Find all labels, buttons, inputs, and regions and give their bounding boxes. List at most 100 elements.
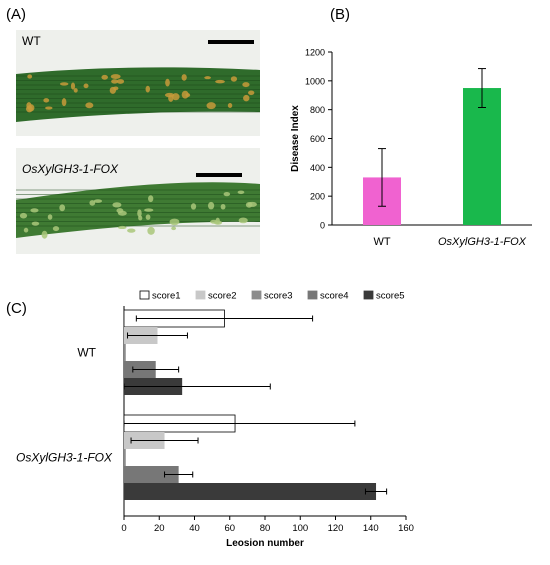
- lesion-spot: [220, 203, 226, 210]
- x-tick-label: 140: [363, 523, 379, 534]
- category-label: OsXylGH3-1-FOX: [16, 451, 113, 465]
- x-tick-label: 60: [224, 523, 235, 534]
- x-tick-label: OsXylGH3-1-FOX: [438, 236, 527, 248]
- x-tick-label: 100: [292, 523, 308, 534]
- bar: [463, 88, 501, 225]
- lesion-spot: [43, 98, 50, 103]
- panel-b-label: (B): [330, 6, 350, 23]
- y-tick-label: 200: [310, 192, 325, 202]
- lesion-spot: [238, 217, 248, 224]
- lesion-spot: [190, 203, 197, 210]
- y-axis-label: Disease Index: [290, 105, 301, 172]
- bars: [363, 68, 501, 225]
- lesion-spot: [213, 220, 223, 225]
- lesion-spots: [16, 189, 260, 239]
- leaf-shape: [16, 182, 260, 238]
- lesion-spot: [147, 226, 155, 235]
- lesion-spot: [116, 79, 125, 84]
- scale-bar: [208, 40, 254, 44]
- lesion-spot: [41, 230, 48, 239]
- bars: [123, 309, 388, 500]
- legend-label: score5: [376, 291, 405, 302]
- bar: [124, 483, 377, 500]
- lesion-spot: [19, 212, 28, 219]
- legend-label: score3: [264, 291, 293, 302]
- lesion-spot: [112, 202, 122, 208]
- lesion-spot: [52, 226, 60, 232]
- y-tick-label: 1200: [305, 48, 325, 58]
- panel-a-label: (A): [6, 6, 26, 23]
- fox-photo-label: OsXylGH3-1-FOX: [22, 162, 119, 176]
- x-tick-label: 0: [121, 523, 126, 534]
- legend: score1 score2 score3 score4 score5: [139, 290, 405, 302]
- lesion-spot: [242, 82, 250, 88]
- lesion-spot: [116, 208, 124, 214]
- lesion-spot: [85, 102, 94, 109]
- lesion-spots: [16, 74, 260, 113]
- legend-label: score2: [208, 291, 237, 302]
- fox-leaf-image: [16, 173, 260, 239]
- bar: [124, 344, 126, 361]
- lesion-spot: [181, 90, 189, 99]
- lesion-spot: [145, 85, 150, 93]
- legend-swatch: [307, 290, 318, 300]
- lesion-spot: [137, 209, 142, 218]
- lesion-spot: [169, 218, 180, 226]
- category-labels: WT OsXylGH3-1-FOX: [16, 346, 113, 465]
- lesion-spot: [227, 103, 233, 109]
- lesion-spot: [165, 78, 170, 87]
- lesion-spot: [230, 76, 238, 82]
- disease-index-chart: 0 200 400 600 800 1000 1200 WT OsXylGH3-1-FOX D…: [290, 48, 532, 248]
- lesion-spot: [70, 82, 76, 90]
- legend-swatch: [139, 290, 150, 300]
- bar: [124, 449, 126, 466]
- lesion-spot: [59, 82, 69, 86]
- x-axis-label: Leosion number: [226, 538, 304, 549]
- lesion-spot: [145, 214, 151, 220]
- lesion-spot: [27, 74, 33, 79]
- panel-c-label: (C): [6, 300, 27, 317]
- x-tick-label: 160: [398, 523, 414, 534]
- legend-label: score1: [152, 291, 181, 302]
- legend-swatch: [363, 290, 374, 300]
- x-tick-label: 40: [189, 523, 200, 534]
- lesion-spot: [223, 192, 231, 197]
- y-tick-label: 600: [310, 134, 325, 144]
- lesion-spot: [47, 214, 53, 220]
- lesion-spot: [243, 94, 250, 102]
- lesion-spot: [171, 226, 177, 231]
- x-tick-labels: WT OsXylGH3-1-FOX: [373, 236, 526, 248]
- bar: [124, 466, 179, 483]
- lesion-spot: [61, 98, 67, 107]
- lesion-spot: [148, 195, 154, 203]
- x-ticks: 0 20 40 60 80 100 120 140 160: [121, 516, 414, 534]
- lesion-spot: [111, 79, 119, 84]
- lesion-spot: [127, 228, 136, 233]
- fox-leaf-photo: OsXylGH3-1-FOX: [16, 148, 260, 254]
- legend-swatch: [195, 290, 206, 300]
- lesion-spot: [89, 200, 96, 206]
- scale-bar: [196, 173, 242, 177]
- lesion-spot: [248, 90, 255, 96]
- lesion-spot: [73, 88, 78, 93]
- lesion-spot: [117, 225, 127, 230]
- lesion-spot: [101, 74, 108, 80]
- y-tick-label: 400: [310, 163, 325, 173]
- x-tick-label: 20: [154, 523, 165, 534]
- lesion-spot: [93, 199, 103, 203]
- x-tick-label: WT: [373, 236, 390, 248]
- lesion-spot: [181, 74, 187, 81]
- lesion-spot: [59, 204, 66, 212]
- lesion-spot: [206, 102, 216, 110]
- lesion-spot: [138, 215, 143, 221]
- lesion-spot: [30, 208, 39, 213]
- wt-photo-label: WT: [22, 34, 41, 48]
- x-tick-label: 80: [260, 523, 271, 534]
- lesion-spot: [110, 74, 121, 79]
- lesion-spot: [237, 190, 245, 195]
- y-ticks: 0 200 400 600 800 1000 1200: [305, 48, 332, 231]
- lesion-spot: [247, 201, 257, 207]
- y-tick-label: 0: [320, 221, 325, 231]
- lesion-spot: [113, 86, 119, 91]
- y-tick-label: 1000: [305, 76, 325, 86]
